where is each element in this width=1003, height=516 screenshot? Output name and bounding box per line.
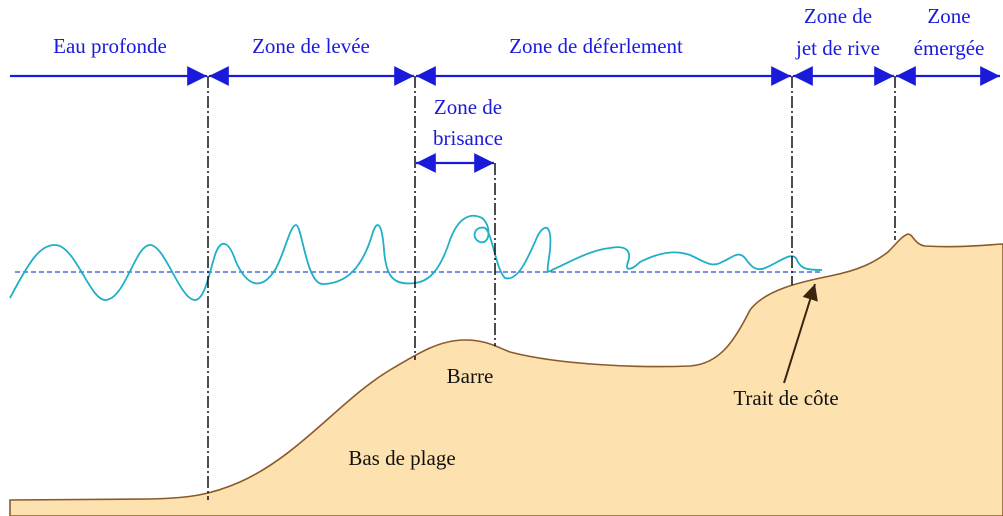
shoreline-arrow bbox=[783, 283, 818, 384]
beach bbox=[9, 233, 1003, 516]
wave bbox=[9, 214, 823, 301]
shoreline-label: Trait de côte bbox=[733, 386, 838, 410]
zone-label: Zone bbox=[927, 4, 970, 28]
zone-arrows bbox=[10, 66, 1000, 173]
lower-beach-label: Bas de plage bbox=[348, 446, 455, 470]
subzone-label: Zone de bbox=[434, 95, 502, 119]
zone-label: Zone de levée bbox=[252, 34, 370, 58]
bar-label: Barre bbox=[447, 364, 494, 388]
zone-label: jet de rive bbox=[795, 36, 880, 60]
zone-label: Zone de déferlement bbox=[509, 34, 683, 58]
zone-label: Zone de bbox=[804, 4, 872, 28]
zone-label: émergée bbox=[914, 36, 985, 60]
zone-label: Eau profonde bbox=[53, 34, 167, 58]
subzone-label: brisance bbox=[433, 126, 503, 150]
boundaries bbox=[207, 76, 896, 500]
